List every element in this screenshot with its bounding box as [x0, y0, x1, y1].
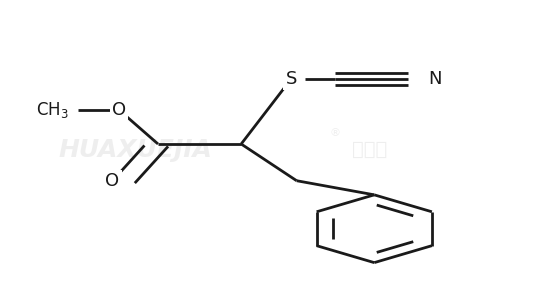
- Text: N: N: [428, 70, 442, 88]
- Text: O: O: [105, 172, 120, 190]
- Text: O: O: [112, 101, 126, 119]
- Text: S: S: [286, 70, 297, 88]
- Text: ®: ®: [330, 128, 341, 138]
- Text: HUAXUEJIA: HUAXUEJIA: [58, 138, 212, 162]
- Text: 化学加: 化学加: [352, 140, 388, 159]
- Text: CH$_3$: CH$_3$: [36, 100, 69, 120]
